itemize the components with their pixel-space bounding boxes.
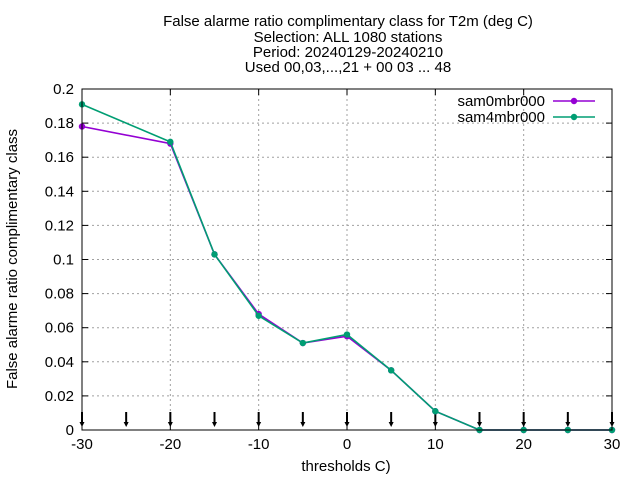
title-line-1: False alarme ratio complimentary class f… <box>163 13 533 30</box>
legend-label: sam0mbr000 <box>457 93 545 110</box>
y-tick-label: 0.2 <box>53 81 74 98</box>
y-tick-label: 0 <box>66 422 74 439</box>
y-tick-label: 0.12 <box>45 217 74 234</box>
x-tick-label: 0 <box>343 436 351 453</box>
title-line-4: Used 00,03,...,21 + 00 03 ... 48 <box>245 59 451 76</box>
y-tick-label: 0.14 <box>45 183 74 200</box>
data-point <box>299 339 307 347</box>
data-point <box>211 251 218 258</box>
series-line <box>81 103 612 431</box>
threshold-marker-arrow <box>388 422 394 427</box>
y-tick-label: 0.04 <box>45 354 74 371</box>
title-line-3: Period: 20240129-20240210 <box>253 44 443 61</box>
grid <box>82 89 612 430</box>
x-tick-label: -30 <box>71 436 93 453</box>
y-tick-label: 0.06 <box>45 320 74 337</box>
data-point <box>387 367 395 374</box>
x-tick-label: -10 <box>248 436 270 453</box>
threshold-marker-arrow <box>477 422 482 427</box>
threshold-marker-arrow <box>521 422 527 427</box>
x-axis-label: thresholds C) <box>301 458 390 475</box>
legend-marker <box>570 97 578 105</box>
data-point <box>255 312 262 319</box>
y-axis-label: False alarme ratio complimentary class <box>4 129 21 389</box>
threshold-marker-arrow <box>300 422 306 427</box>
chart-title: False alarme ratio complimentary class f… <box>163 13 533 76</box>
data-point <box>432 408 439 415</box>
legend-marker <box>570 113 578 121</box>
tick-labels: 0 0.02 0.04 0.06 0.08 0.1 0.12 0.14 0.16 0.18 0.2 -… <box>45 81 621 453</box>
x-tick-label: 20 <box>515 436 532 453</box>
y-tick-label: 0.08 <box>45 286 74 303</box>
x-tick-label: 30 <box>604 436 621 453</box>
legend-label: sam4mbr000 <box>457 109 545 126</box>
threshold-marker-arrow <box>123 422 129 427</box>
threshold-marker-arrow <box>432 422 438 427</box>
data-point <box>167 138 174 146</box>
y-tick-label: 0.18 <box>45 115 74 132</box>
y-tick-label: 0.02 <box>45 388 74 405</box>
plot-frame <box>81 88 613 431</box>
y-tick-label: 0.1 <box>53 252 74 269</box>
threshold-marker-arrow <box>212 422 217 427</box>
threshold-markers <box>79 412 615 427</box>
y-tick-label: 0.16 <box>45 149 74 166</box>
x-tick-label: 10 <box>427 436 444 453</box>
x-tick-label: -20 <box>159 436 181 453</box>
threshold-marker-arrow <box>256 422 262 427</box>
title-line-2: Selection: ALL 1080 stations <box>254 29 443 46</box>
threshold-marker-arrow <box>565 422 571 427</box>
data-point <box>343 331 351 338</box>
threshold-marker-arrow <box>344 422 350 427</box>
threshold-marker-arrow <box>167 422 173 427</box>
